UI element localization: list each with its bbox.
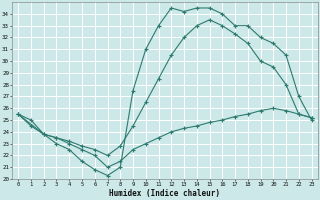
X-axis label: Humidex (Indice chaleur): Humidex (Indice chaleur): [109, 189, 220, 198]
